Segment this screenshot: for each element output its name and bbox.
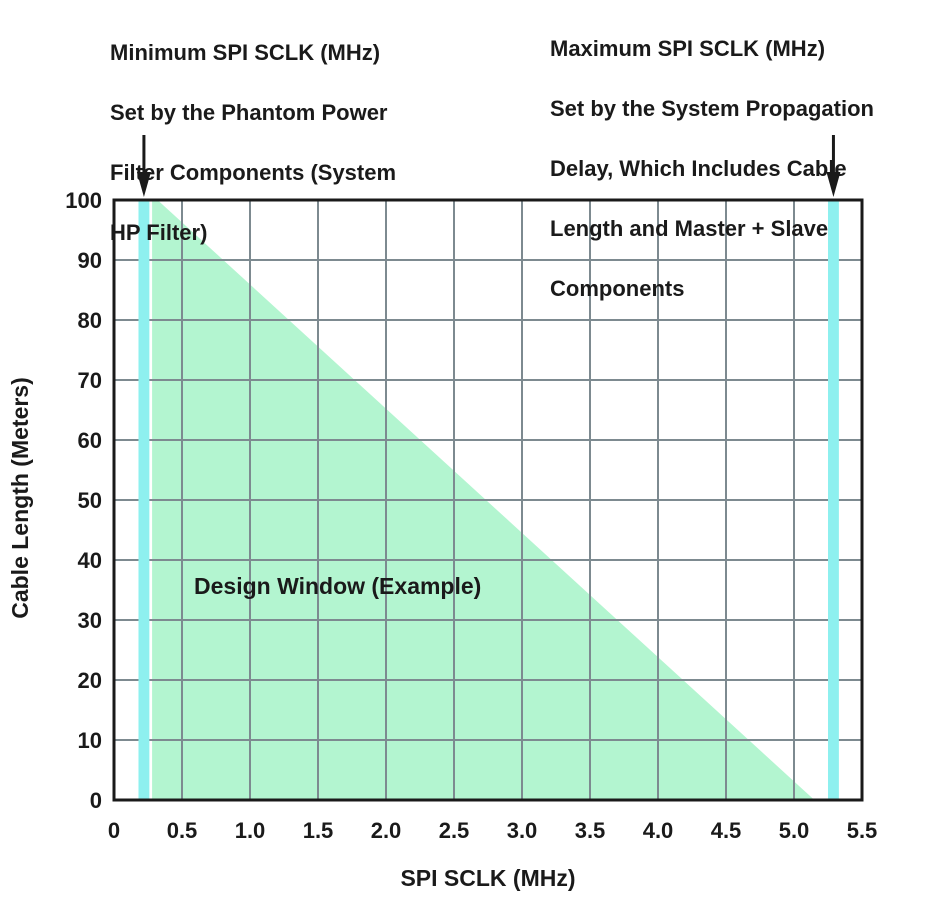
arrow-head bbox=[136, 172, 151, 197]
x-tick-label: 5.0 bbox=[779, 818, 810, 843]
y-tick-label: 10 bbox=[78, 728, 102, 753]
x-tick-label: 2.0 bbox=[371, 818, 402, 843]
limit-band bbox=[138, 200, 150, 800]
min-sclk-annotation: Minimum SPI SCLK (MHz) Set by the Phanto… bbox=[110, 8, 450, 278]
annotation-line: HP Filter) bbox=[110, 220, 208, 245]
y-tick-label: 0 bbox=[90, 788, 102, 813]
y-tick-label: 90 bbox=[78, 248, 102, 273]
annotation-line: Delay, Which Includes Cable bbox=[550, 156, 847, 181]
annotation-line: Set by the System Propagation bbox=[550, 96, 874, 121]
x-tick-label: 1.0 bbox=[235, 818, 266, 843]
limit-band bbox=[828, 200, 839, 800]
y-tick-label: 100 bbox=[65, 188, 102, 213]
y-tick-label: 20 bbox=[78, 668, 102, 693]
x-tick-label: 1.5 bbox=[303, 818, 334, 843]
y-tick-label: 40 bbox=[78, 548, 102, 573]
x-tick-label: 2.5 bbox=[439, 818, 470, 843]
x-axis-label: SPI SCLK (MHz) bbox=[400, 865, 575, 891]
limit-bands bbox=[138, 200, 839, 800]
y-tick-label: 60 bbox=[78, 428, 102, 453]
x-tick-label: 5.5 bbox=[847, 818, 878, 843]
design-window-label: Design Window (Example) bbox=[194, 573, 481, 599]
y-tick-label: 80 bbox=[78, 308, 102, 333]
x-tick-labels: 0 0.5 1.0 1.5 2.0 2.5 3.0 3.5 4.0 4.5 5.0 5.5 bbox=[108, 818, 877, 843]
y-tick-label: 50 bbox=[78, 488, 102, 513]
annotation-line: Components bbox=[550, 276, 685, 301]
y-axis-label: Cable Length (Meters) bbox=[7, 377, 33, 619]
y-tick-label: 70 bbox=[78, 368, 102, 393]
y-tick-label: 30 bbox=[78, 608, 102, 633]
x-tick-label: 3.0 bbox=[507, 818, 538, 843]
annotation-line: Maximum SPI SCLK (MHz) bbox=[550, 36, 826, 61]
annotation-line: Set by the Phantom Power bbox=[110, 100, 388, 125]
annotation-line: Length and Master + Slave bbox=[550, 216, 829, 241]
arrow-head bbox=[826, 172, 841, 197]
x-tick-label: 0 bbox=[108, 818, 120, 843]
x-tick-label: 4.5 bbox=[711, 818, 742, 843]
annotation-line: Filter Components (System bbox=[110, 160, 397, 185]
y-tick-labels: 0 10 20 30 40 50 60 70 80 90 100 bbox=[65, 188, 102, 813]
max-sclk-annotation: Maximum SPI SCLK (MHz) Set by the System… bbox=[550, 4, 930, 334]
x-tick-label: 3.5 bbox=[575, 818, 606, 843]
x-tick-label: 4.0 bbox=[643, 818, 674, 843]
plot-frame bbox=[112, 198, 864, 802]
x-tick-label: 0.5 bbox=[167, 818, 198, 843]
annotation-arrows bbox=[136, 135, 841, 197]
annotation-line: Minimum SPI SCLK (MHz) bbox=[110, 40, 381, 65]
